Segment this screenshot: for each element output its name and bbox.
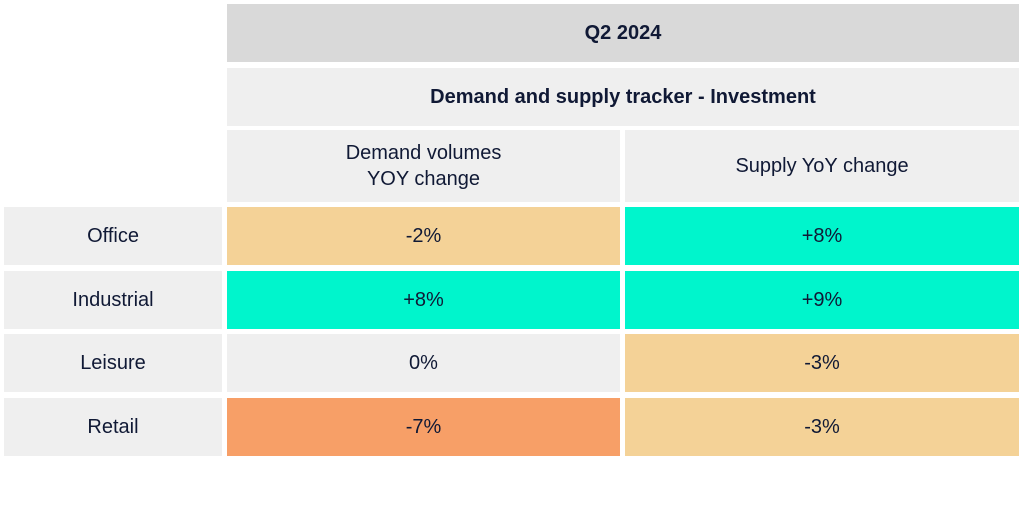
value-cell-industrial-supply: +9%: [625, 271, 1019, 329]
period-label: Q2 2024: [584, 22, 662, 44]
row-label-retail: Retail: [4, 398, 222, 456]
row-label-office: Office: [4, 207, 222, 265]
column-header-supply-label: Supply YoY change: [735, 155, 909, 177]
value-cell-office-demand: -2%: [227, 207, 620, 265]
period-header: Q2 2024: [227, 4, 1019, 62]
column-header-demand: Demand volumes YOY change: [227, 130, 620, 202]
value-cell-leisure-demand: 0%: [227, 334, 620, 392]
value-cell-office-supply: +8%: [625, 207, 1019, 265]
table-title-text: Demand and supply tracker - Investment: [430, 86, 816, 108]
value-cell-retail-demand: -7%: [227, 398, 620, 456]
value-cell-industrial-demand: +8%: [227, 271, 620, 329]
column-header-supply: Supply YoY change: [625, 130, 1019, 202]
table-title: Demand and supply tracker - Investment: [227, 68, 1019, 126]
row-label-leisure: Leisure: [4, 334, 222, 392]
value-cell-leisure-supply: -3%: [625, 334, 1019, 392]
row-label-industrial: Industrial: [4, 271, 222, 329]
value-cell-retail-supply: -3%: [625, 398, 1019, 456]
column-header-demand-line1: Demand volumes: [345, 142, 502, 164]
column-header-demand-line2: YOY change: [366, 168, 481, 190]
